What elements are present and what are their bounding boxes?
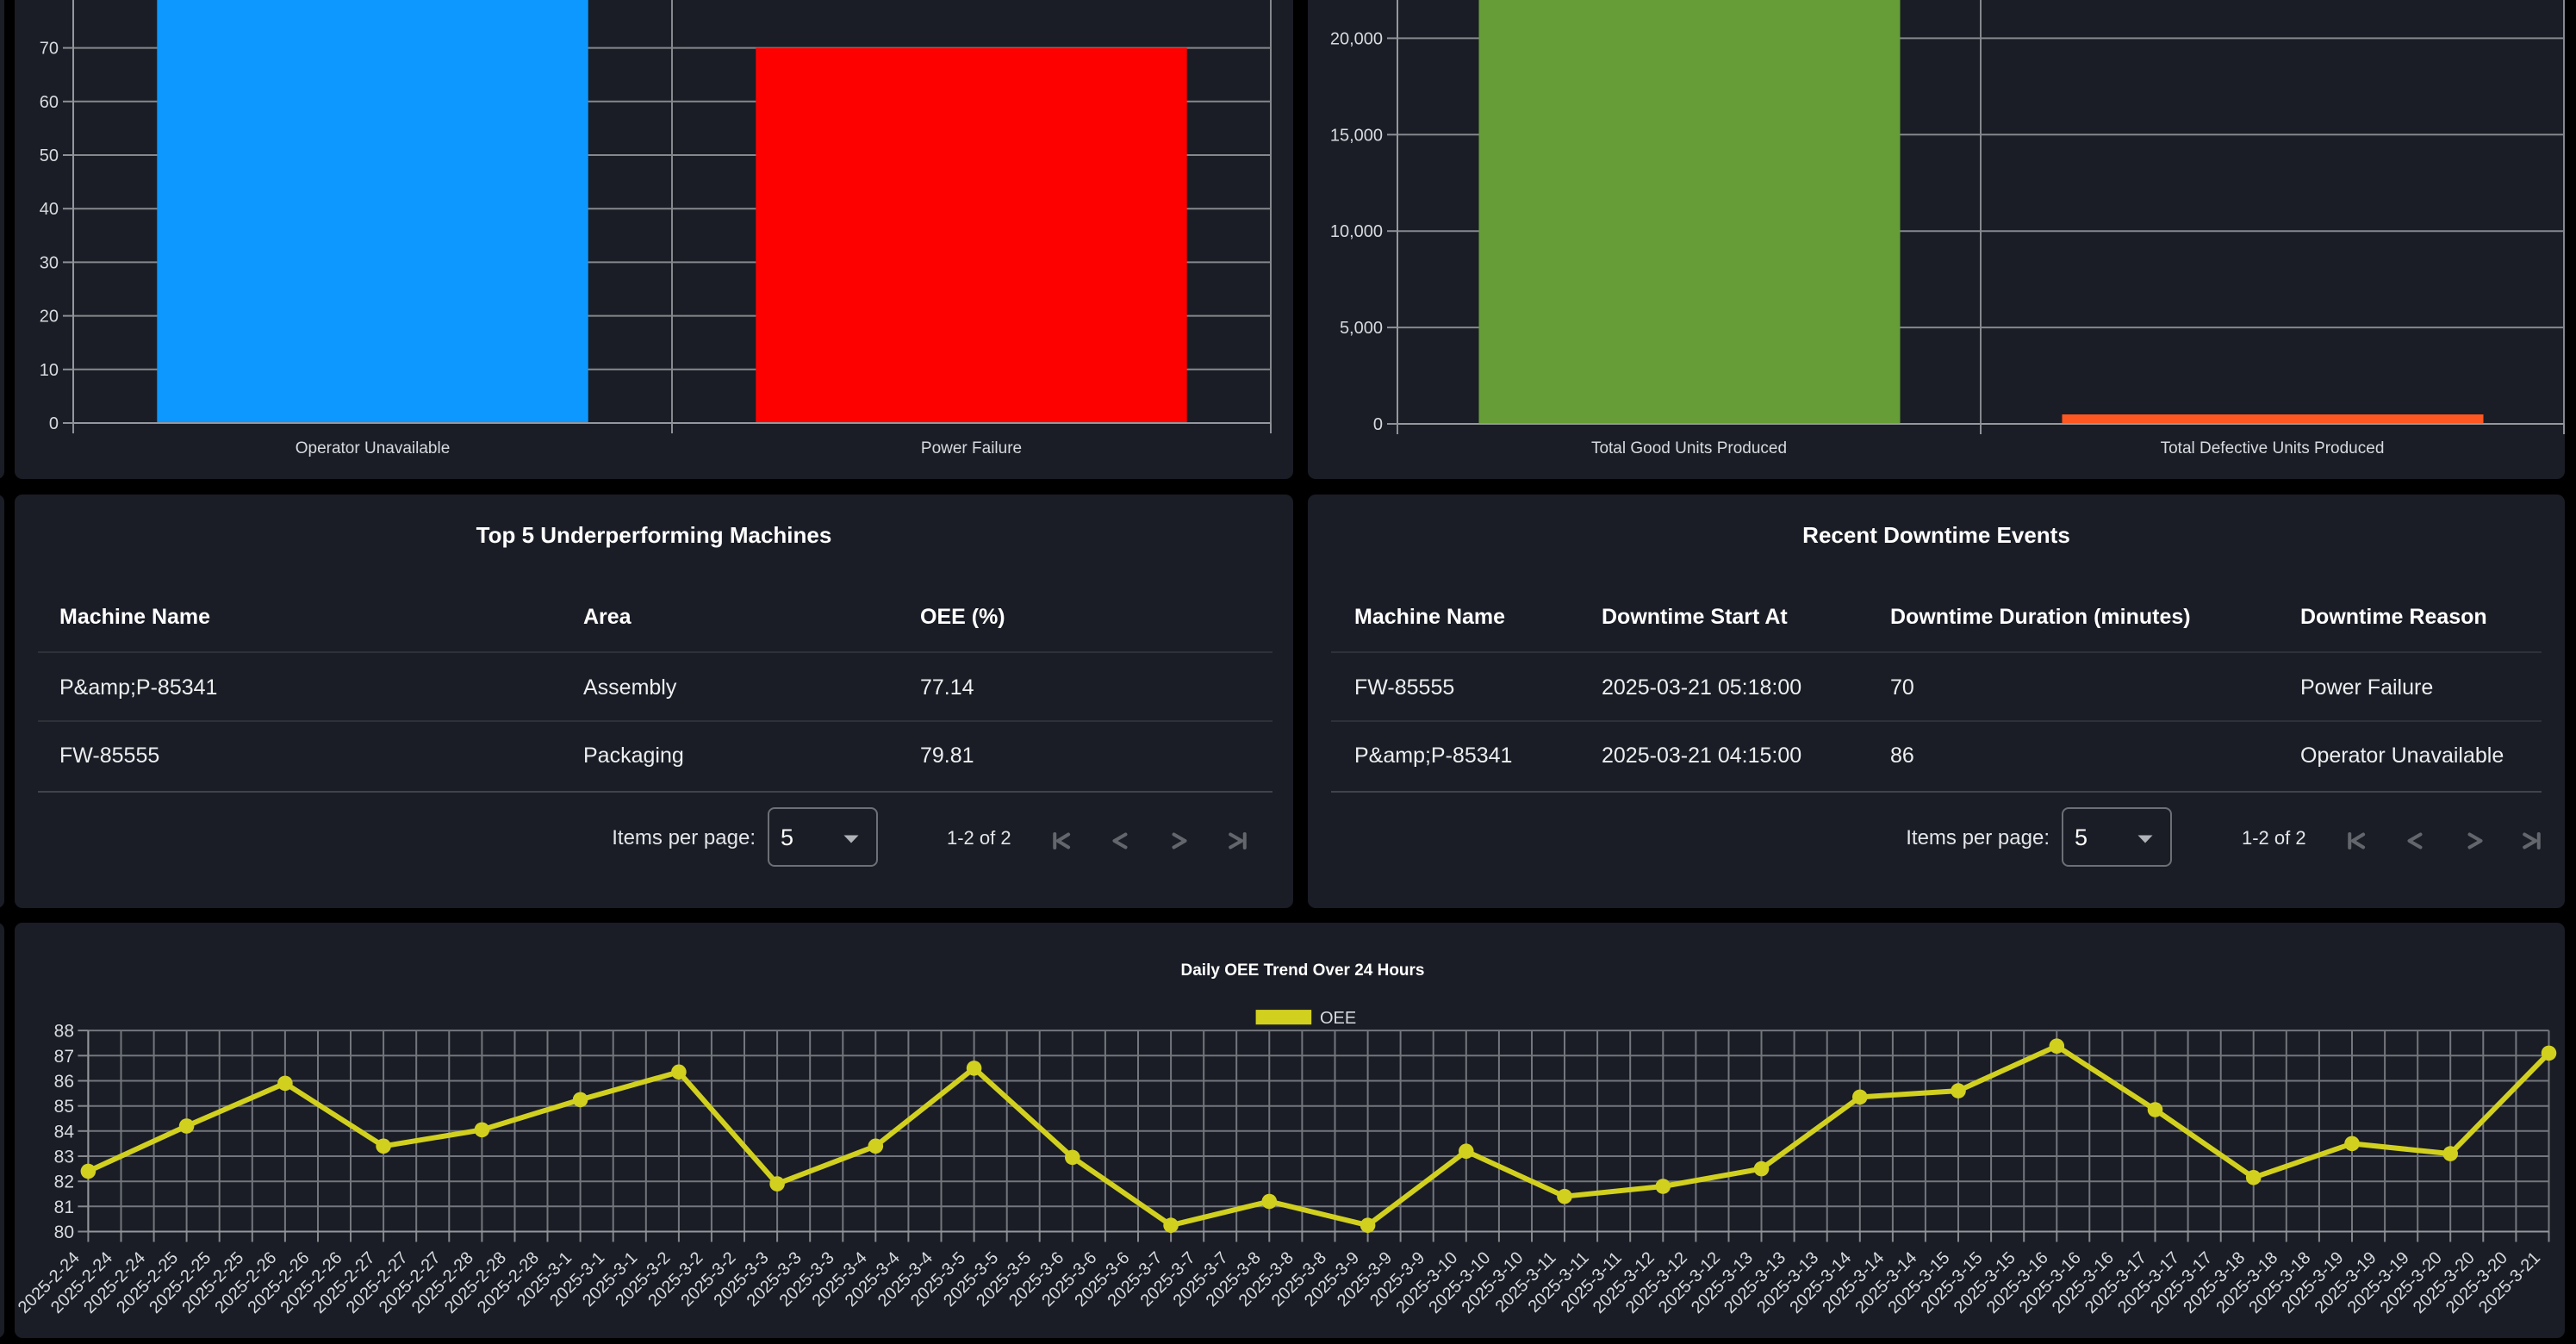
svg-text:60: 60 [40, 93, 59, 112]
svg-text:20,000: 20,000 [1330, 29, 1383, 48]
svg-text:Daily OEE Trend Over 24 Hours: Daily OEE Trend Over 24 Hours [1181, 961, 1425, 980]
svg-text:10: 10 [40, 361, 59, 380]
svg-text:82: 82 [54, 1173, 74, 1192]
svg-text:5,000: 5,000 [1340, 319, 1383, 338]
svg-text:50: 50 [40, 146, 59, 165]
svg-text:Operator Unavailable: Operator Unavailable [296, 439, 451, 457]
svg-text:87: 87 [54, 1047, 74, 1067]
svg-text:OEE: OEE [1320, 1009, 1356, 1028]
svg-text:86: 86 [54, 1072, 74, 1092]
svg-text:40: 40 [40, 200, 59, 219]
svg-text:10,000: 10,000 [1330, 222, 1383, 241]
svg-text:80: 80 [54, 1223, 74, 1242]
svg-text:0: 0 [49, 414, 59, 433]
svg-text:0: 0 [1373, 415, 1383, 434]
svg-text:83: 83 [54, 1148, 74, 1167]
svg-text:Total Defective Units Produced: Total Defective Units Produced [2161, 439, 2385, 457]
svg-text:30: 30 [40, 253, 59, 272]
svg-text:84: 84 [54, 1122, 75, 1142]
svg-text:Power Failure: Power Failure [921, 439, 1022, 457]
svg-text:Total Good Units Produced: Total Good Units Produced [1591, 439, 1787, 457]
svg-text:20: 20 [40, 308, 59, 327]
svg-text:85: 85 [54, 1097, 74, 1117]
svg-text:70: 70 [40, 40, 59, 59]
svg-text:81: 81 [54, 1198, 74, 1217]
svg-text:88: 88 [54, 1022, 74, 1042]
svg-text:15,000: 15,000 [1330, 126, 1383, 145]
